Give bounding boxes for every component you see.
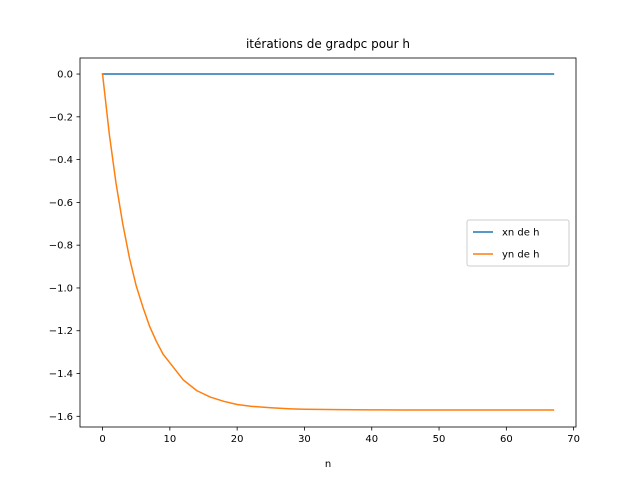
x-axis-label: n	[325, 459, 331, 470]
x-tick-label: 20	[231, 434, 244, 445]
x-tick-label: 30	[298, 434, 311, 445]
plot-area: 0 10 20 30 40 50 60 70 0.0 −0.2 −0.4 −0.6 −0.8 −1.0 −1…	[49, 57, 580, 445]
chart-title: itérations de gradpc pour h	[246, 37, 410, 51]
x-tick-label: 10	[163, 434, 176, 445]
y-tick-label: −0.8	[49, 241, 73, 252]
y-tick-label: −0.6	[49, 198, 73, 209]
y-tick-label: −1.2	[49, 326, 73, 337]
x-tick-label: 40	[365, 434, 378, 445]
legend-label: xn de h	[502, 228, 539, 239]
x-tick-label: 60	[500, 434, 513, 445]
y-tick-label: −1.6	[49, 412, 73, 423]
y-tick-label: −1.0	[49, 283, 73, 294]
legend-label: yn de h	[502, 250, 539, 261]
y-tick-label: −0.2	[49, 112, 73, 123]
series-line-yn	[101, 73, 555, 411]
legend: xn de h yn de h	[466, 219, 570, 267]
x-tick-label: 70	[567, 434, 580, 445]
axes-frame	[79, 57, 577, 428]
y-tick-label: −1.4	[49, 369, 73, 380]
x-tick-label: 0	[99, 434, 105, 445]
y-tick-label: 0.0	[57, 70, 73, 81]
x-tick-label: 50	[433, 434, 446, 445]
y-tick-label: −0.4	[49, 155, 73, 166]
